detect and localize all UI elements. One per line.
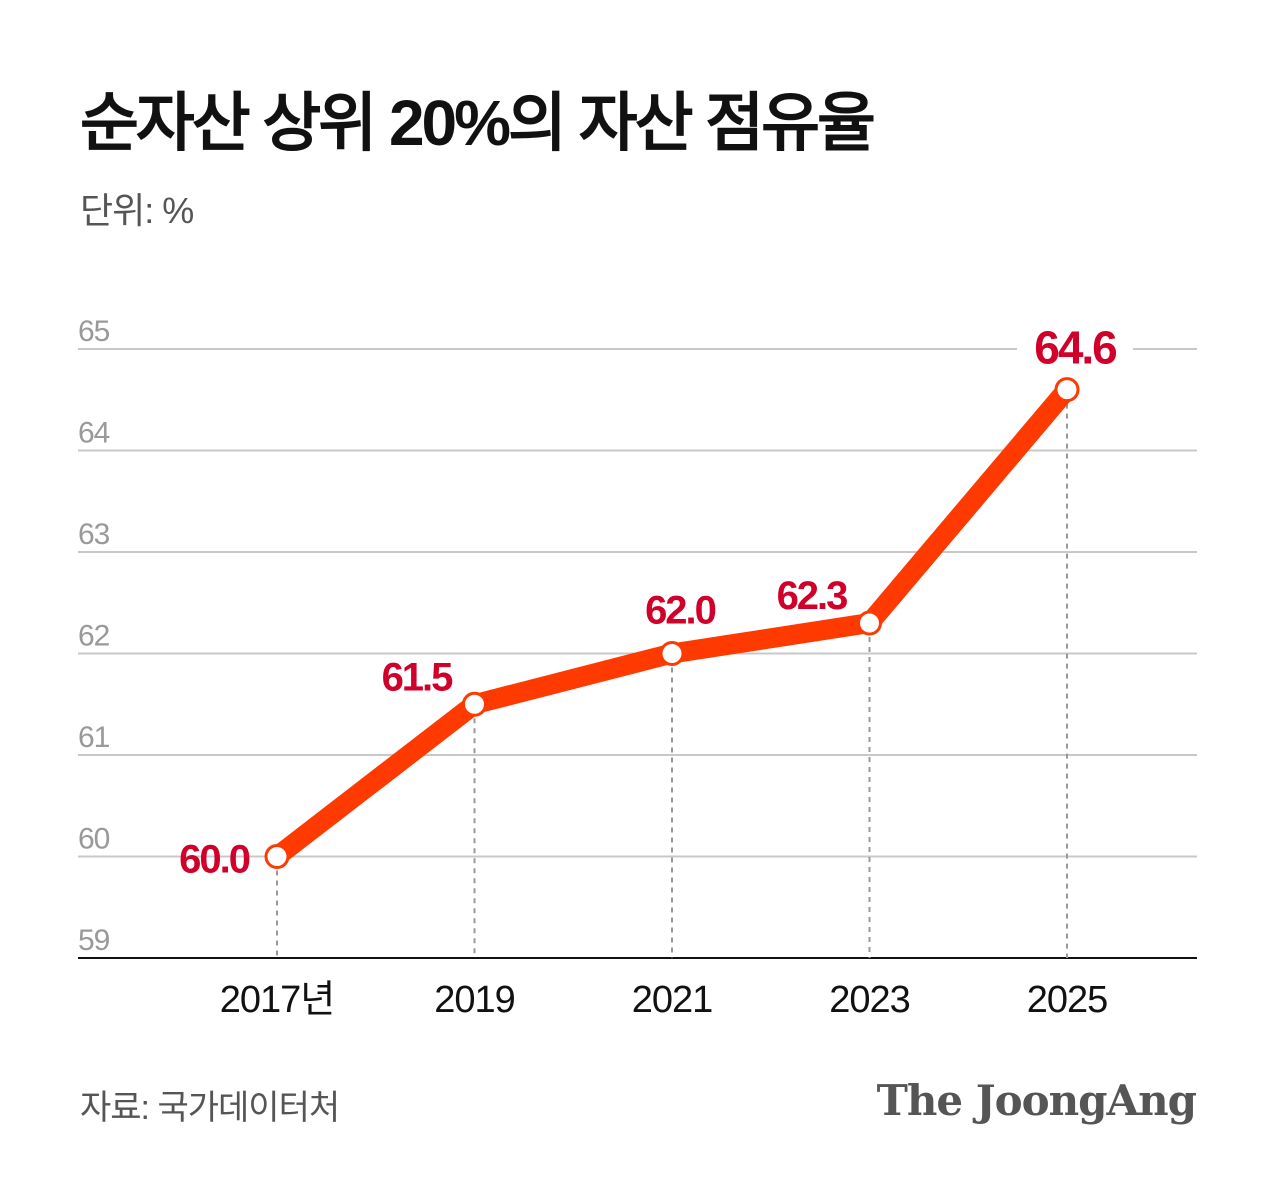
y-tick-label: 61 [78, 721, 110, 754]
chart-title: 순자산 상위 20%의 자산 점유율 [80, 87, 876, 159]
data-label: 62.3 [777, 574, 848, 618]
source-note: 자료: 국가데이터처 [80, 1089, 340, 1127]
x-tick-label: 2019 [434, 979, 515, 1021]
publisher-logo: The JoongAng [876, 1076, 1197, 1125]
data-label: 62.0 [645, 589, 716, 633]
unit-label: 단위: % [80, 190, 194, 231]
y-tick-label: 64 [78, 417, 110, 450]
data-label: 61.5 [382, 655, 454, 699]
data-label-background [1017, 321, 1133, 370]
y-tick-label: 65 [78, 315, 110, 348]
x-tick-label: 2017년 [220, 979, 335, 1021]
x-tick-label: 2023 [829, 979, 910, 1021]
x-tick-label: 2021 [632, 979, 713, 1021]
data-point [462, 691, 487, 717]
x-tick-label: 2025 [1027, 979, 1108, 1021]
y-tick-label: 63 [78, 518, 110, 551]
data-point [1054, 377, 1080, 403]
data-point [264, 844, 290, 869]
y-tick-label: 60 [78, 823, 110, 856]
y-tick-label: 59 [78, 924, 110, 957]
data-label: 64.6 [1034, 322, 1116, 374]
y-tick-label: 62 [78, 620, 110, 653]
data-point [659, 641, 685, 666]
data-label: 60.0 [179, 838, 250, 882]
data-point [857, 610, 882, 636]
